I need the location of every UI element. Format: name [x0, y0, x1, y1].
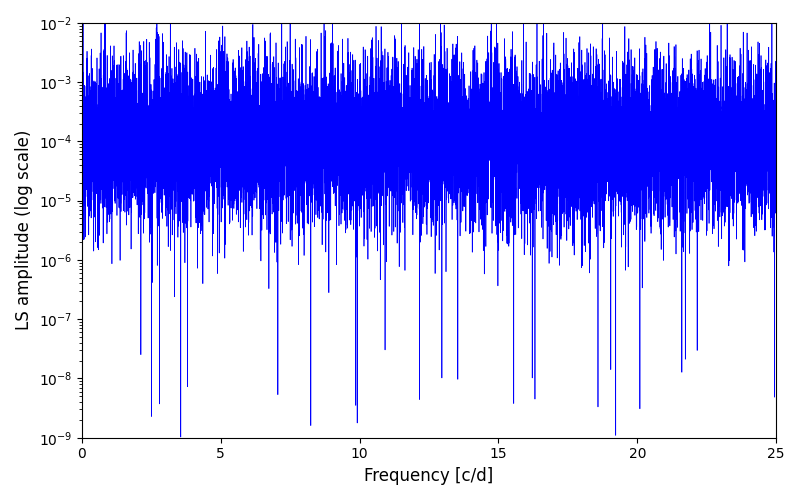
Y-axis label: LS amplitude (log scale): LS amplitude (log scale): [15, 130, 33, 330]
X-axis label: Frequency [c/d]: Frequency [c/d]: [364, 467, 494, 485]
